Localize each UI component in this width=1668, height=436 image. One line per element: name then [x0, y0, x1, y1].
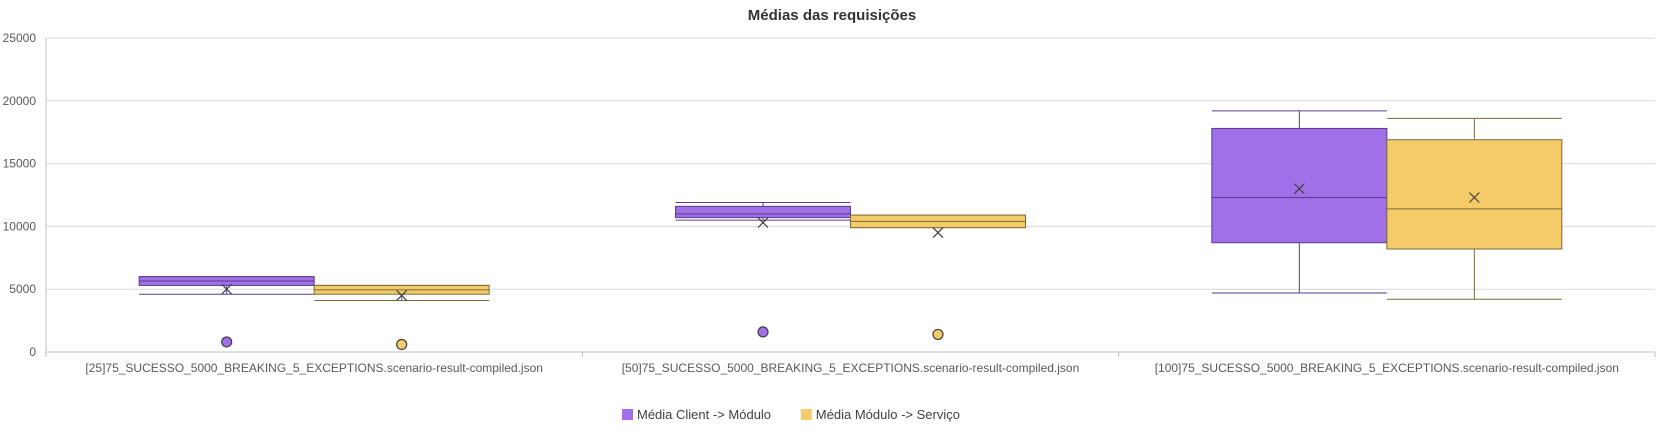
- x-category-label: [50]75_SUCESSO_5000_BREAKING_5_EXCEPTION…: [622, 361, 1080, 375]
- mean-marker: [221, 283, 233, 295]
- box-iqr: [1211, 127, 1388, 244]
- y-tick-label: 20000: [3, 94, 37, 108]
- x-category-label: [100]75_SUCESSO_5000_BREAKING_5_EXCEPTIO…: [1155, 361, 1619, 375]
- box-group: [138, 276, 315, 348]
- outlier-point: [221, 336, 233, 348]
- legend-swatch: [800, 409, 812, 420]
- legend-label: Média Módulo -> Serviço: [816, 407, 960, 422]
- plot-area: [138, 110, 1563, 351]
- box-group: [675, 202, 851, 338]
- box-iqr: [1386, 139, 1563, 250]
- box-group: [1386, 117, 1563, 300]
- mean-marker: [396, 290, 408, 301]
- axes: 0 5000 10000 15000 20000 25000 [25]75_SUCESSO_…: [3, 31, 1656, 375]
- box-group: [850, 214, 1026, 341]
- mean-marker: [757, 217, 769, 229]
- y-tick-label: 10000: [3, 219, 37, 233]
- mean-marker: [932, 227, 944, 239]
- y-tick-label: 5000: [9, 282, 36, 296]
- box-group: [1211, 110, 1388, 294]
- box-iqr: [675, 205, 851, 219]
- y-tick-label: 15000: [3, 157, 37, 171]
- mean-marker: [1468, 192, 1480, 203]
- legend-label: Média Client -> Módulo: [637, 407, 771, 422]
- y-tick-label: 25000: [3, 31, 37, 45]
- x-category-label: [25]75_SUCESSO_5000_BREAKING_5_EXCEPTION…: [85, 361, 543, 375]
- legend-swatch: [622, 409, 633, 420]
- outlier-point: [757, 326, 769, 338]
- outlier-point: [396, 338, 408, 351]
- mean-marker: [1293, 183, 1305, 195]
- legend: Média Client -> Módulo Média Módulo -> Se…: [622, 407, 960, 422]
- y-tick-label: 0: [29, 345, 36, 359]
- chart-title: Médias das requisições: [748, 7, 916, 24]
- outlier-point: [932, 328, 944, 341]
- box-group: [313, 284, 490, 351]
